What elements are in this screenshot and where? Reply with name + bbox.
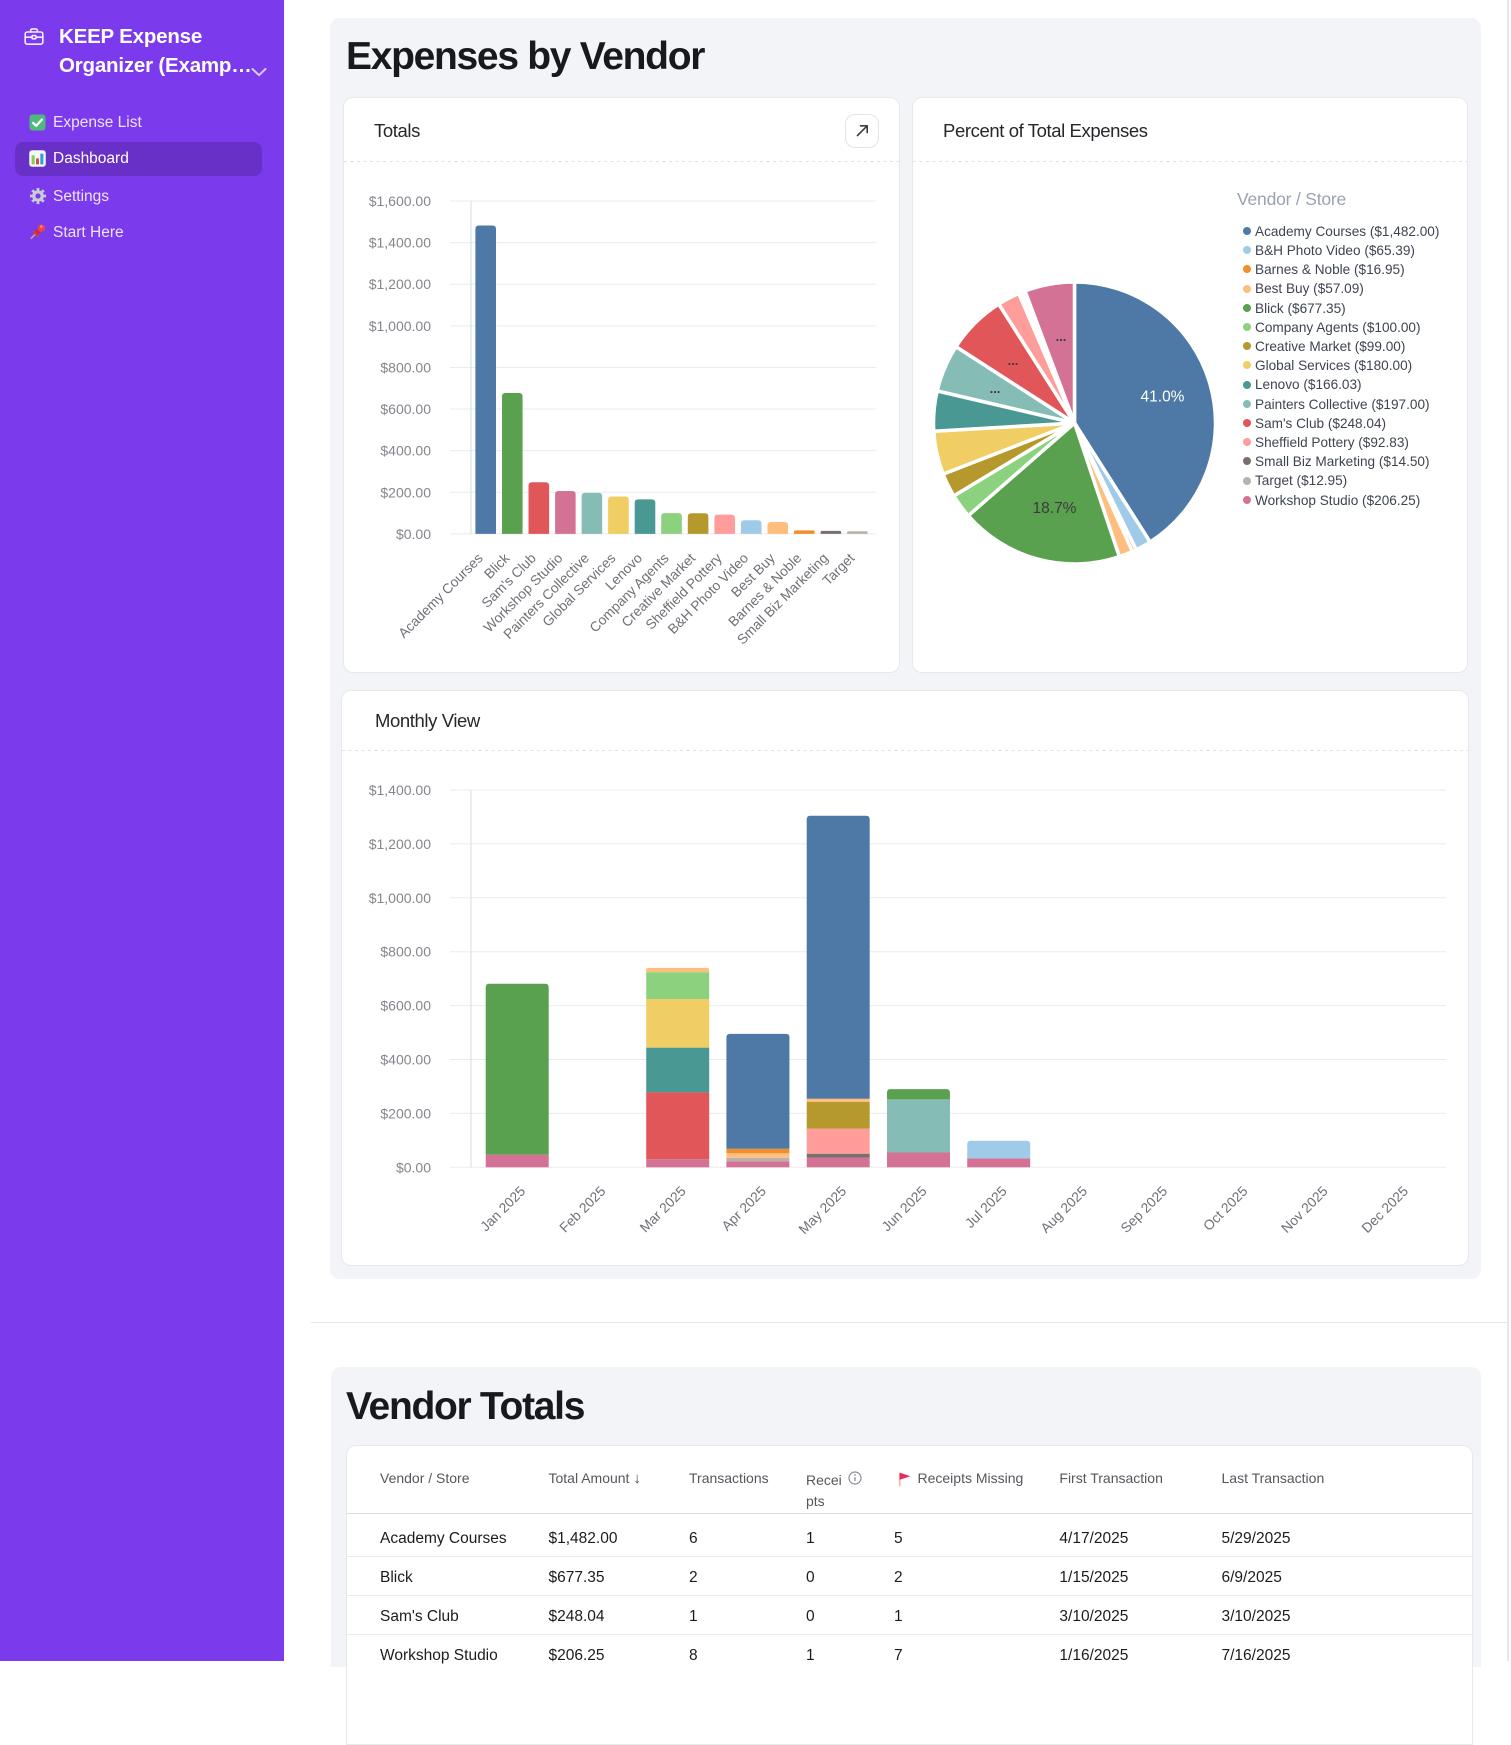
svg-text:Feb 2025: Feb 2025 [557, 1183, 609, 1235]
svg-text:41.0%: 41.0% [1141, 388, 1185, 405]
svg-text:...: ... [990, 381, 1001, 396]
svg-text:Apr 2025: Apr 2025 [719, 1183, 769, 1233]
svg-text:$1,000.00: $1,000.00 [369, 889, 431, 905]
svg-text:18.7%: 18.7% [1033, 500, 1077, 517]
svg-text:$1,400.00: $1,400.00 [369, 234, 431, 250]
svg-text:Dec 2025: Dec 2025 [1359, 1183, 1412, 1236]
svg-text:Mar 2025: Mar 2025 [637, 1183, 689, 1235]
svg-text:$200.00: $200.00 [380, 1105, 431, 1121]
svg-text:$1,600.00: $1,600.00 [369, 193, 431, 209]
svg-text:$800.00: $800.00 [380, 359, 431, 375]
svg-text:$600.00: $600.00 [380, 401, 431, 417]
svg-text:$0.00: $0.00 [396, 1159, 431, 1175]
svg-text:$1,000.00: $1,000.00 [369, 317, 431, 333]
svg-text:$800.00: $800.00 [380, 943, 431, 959]
svg-text:Academy Courses: Academy Courses [395, 550, 485, 640]
svg-text:Aug 2025: Aug 2025 [1038, 1183, 1091, 1236]
svg-text:Nov 2025: Nov 2025 [1278, 1183, 1331, 1236]
svg-text:Jul 2025: Jul 2025 [962, 1183, 1010, 1231]
svg-text:$1,200.00: $1,200.00 [369, 835, 431, 851]
svg-text:...: ... [1008, 353, 1019, 368]
svg-text:$1,200.00: $1,200.00 [369, 276, 431, 292]
svg-text:$200.00: $200.00 [380, 484, 431, 500]
svg-text:Jan 2025: Jan 2025 [478, 1183, 529, 1234]
svg-text:$0.00: $0.00 [396, 525, 431, 541]
svg-text:May 2025: May 2025 [796, 1183, 850, 1237]
svg-text:$400.00: $400.00 [380, 1051, 431, 1067]
svg-text:$400.00: $400.00 [380, 442, 431, 458]
svg-text:Jun 2025: Jun 2025 [879, 1183, 930, 1234]
svg-text:$1,400.00: $1,400.00 [369, 782, 431, 798]
svg-text:Sep 2025: Sep 2025 [1118, 1183, 1171, 1236]
svg-text:Oct 2025: Oct 2025 [1200, 1183, 1250, 1233]
svg-text:...: ... [1056, 329, 1067, 344]
svg-text:$600.00: $600.00 [380, 997, 431, 1013]
